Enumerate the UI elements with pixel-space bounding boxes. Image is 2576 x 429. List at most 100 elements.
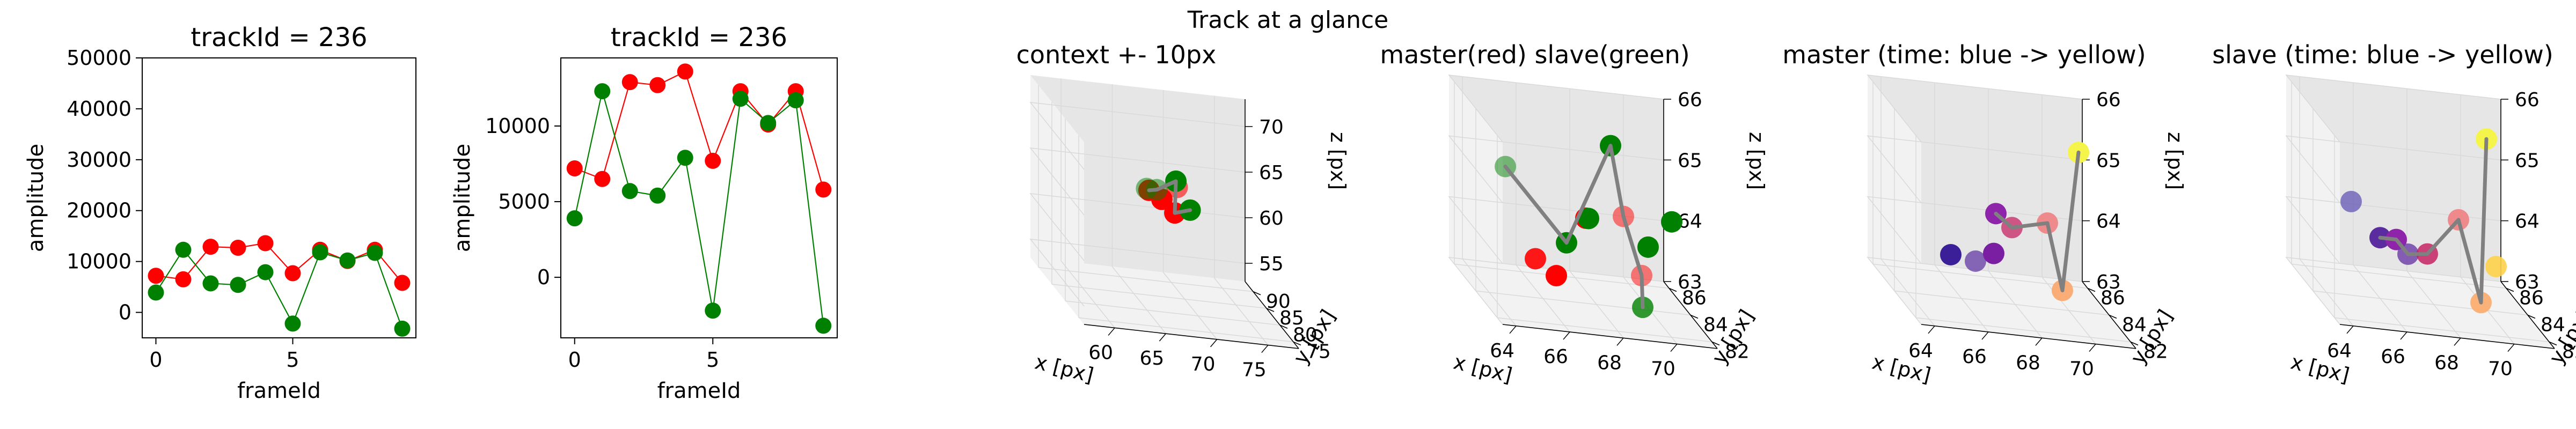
x-tick-label: 70 (1191, 353, 1216, 375)
y-axis-label: amplitude (450, 144, 475, 252)
x-tick-label: 68 (1597, 352, 1622, 374)
grid-line (1867, 196, 2083, 264)
z-axis-label: z [px] (1326, 132, 1350, 190)
master-point (284, 265, 301, 282)
grid-line (2312, 290, 2528, 316)
y-tick-mark (1293, 341, 1301, 346)
data-point (1940, 243, 1962, 265)
master-series-line (574, 70, 824, 190)
z-tick-label: 64 (2515, 211, 2540, 233)
plot-frame (560, 57, 838, 338)
z-tick-label: 64 (2096, 211, 2121, 233)
grid-line (1029, 239, 1246, 307)
slave-point (732, 91, 749, 107)
slave-point (787, 92, 804, 109)
slave-point (594, 83, 611, 100)
master-point (815, 181, 832, 198)
data-point (1637, 236, 1659, 258)
chart-title: trackId = 236 (611, 23, 787, 53)
y-tick-label: 0 (119, 301, 131, 324)
master-point (566, 160, 583, 176)
master-point (257, 235, 274, 252)
z-axis-label: z [px] (2163, 132, 2187, 190)
grid-line (1214, 278, 1269, 346)
slave-point (649, 187, 666, 204)
y-tick-mark (2549, 341, 2557, 346)
y-tick-mark (1690, 314, 1699, 319)
grid-line (1915, 317, 2131, 343)
y-tick-mark (2506, 287, 2514, 292)
slave-point (677, 150, 693, 166)
y-tick-mark (2109, 314, 2117, 319)
grid-line (2285, 257, 2501, 325)
grid-line (1497, 317, 1713, 343)
z-tick-label: 66 (2096, 89, 2121, 111)
master-point (594, 171, 611, 187)
slave-series-line (155, 248, 403, 329)
x-tick-mark (1928, 326, 1935, 334)
x-axis-label: x [px] (1033, 350, 1096, 388)
x-tick-label: 70 (2069, 358, 2094, 380)
grid-line (2285, 135, 2501, 203)
x-tick-mark (2454, 337, 2461, 346)
y-axis-label: amplitude (24, 144, 48, 252)
grid-line (1029, 102, 1246, 170)
grid-line (2285, 196, 2501, 264)
z-tick-label: 65 (1259, 162, 1284, 184)
figure-suptitle: Track at a glance (1187, 6, 1389, 34)
x-tick-label: 0 (568, 348, 581, 372)
x-tick-mark (1670, 344, 1678, 352)
master-series-line (156, 242, 403, 284)
z-tick-label: 60 (1259, 208, 1284, 230)
x-tick-mark (1108, 327, 1115, 336)
grid-line (1448, 75, 1664, 143)
x-tick-mark (1616, 337, 1624, 346)
grid-line (1060, 260, 1115, 328)
track-path-line (1147, 179, 1192, 215)
y-tick-label: 86 (2101, 287, 2125, 309)
x-axis-line (1921, 324, 2136, 349)
x-tick-label: 68 (2434, 352, 2459, 374)
master-point (649, 77, 666, 93)
x-tick-label: 65 (1139, 347, 1164, 369)
x-tick-mark (2035, 337, 2043, 346)
grid-line (1867, 75, 2083, 143)
x-axis-line (1084, 324, 1299, 349)
grid-line (1111, 266, 1166, 334)
data-point (1661, 211, 1682, 233)
x-tick-label: 66 (1543, 346, 1568, 368)
y-tick-label: 30000 (67, 148, 131, 172)
master-point (677, 63, 693, 80)
grid-line (1163, 272, 1218, 340)
x-tick-mark (1261, 345, 1269, 353)
slave-point (148, 284, 164, 301)
grid-line (1051, 284, 1267, 309)
x-tick-label: 68 (2016, 352, 2040, 374)
grid-line (1448, 135, 1664, 203)
x-tick-mark (1159, 333, 1166, 342)
master-point (202, 239, 219, 255)
y-tick-mark (2527, 314, 2536, 319)
y-tick-label: 82 (2143, 341, 2168, 363)
x-tick-label: 66 (1962, 346, 1987, 368)
x-axis-line (1502, 324, 1718, 349)
track-path-line (2378, 137, 2489, 305)
data-point (1525, 248, 1546, 270)
grid-line (2334, 317, 2550, 343)
plot-frame (142, 57, 416, 338)
slave-point (367, 245, 383, 261)
grid-line (1448, 257, 1664, 325)
grid-line (1894, 290, 2110, 316)
slave-point (760, 115, 777, 131)
x-tick-label: 70 (2488, 358, 2513, 380)
chart-title: master(red) slave(green) (1380, 40, 1689, 69)
grid-line (2285, 75, 2501, 143)
data-point (1983, 242, 2004, 264)
y-tick-label: 10000 (485, 114, 550, 138)
x-tick-mark (2089, 344, 2096, 352)
y-tick-mark (1253, 291, 1261, 295)
x-tick-mark (1509, 326, 1517, 334)
x-tick-mark (2400, 331, 2407, 340)
y-tick-label: 5000 (498, 190, 550, 213)
